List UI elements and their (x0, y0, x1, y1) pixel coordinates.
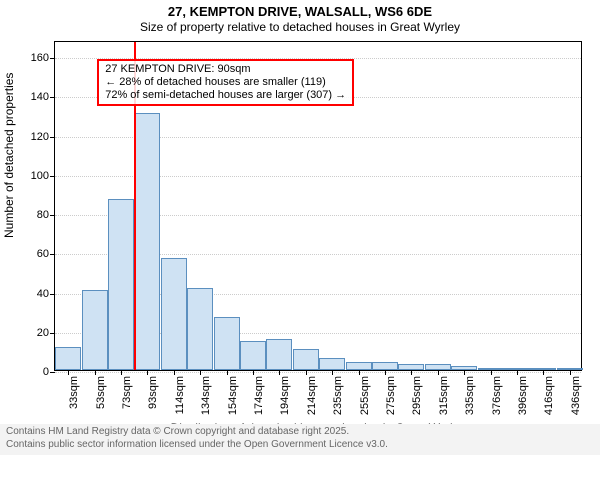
histogram-bar (293, 349, 319, 371)
page-subtitle: Size of property relative to detached ho… (0, 20, 600, 35)
y-axis-label: Number of detached properties (2, 73, 16, 238)
x-tick-mark (517, 370, 518, 375)
x-tick-label: 93sqm (147, 376, 159, 409)
page-title: 27, KEMPTON DRIVE, WALSALL, WS6 6DE (0, 4, 600, 20)
chart: Number of detached properties 0204060801… (0, 35, 600, 455)
y-tick-mark (50, 137, 55, 138)
x-tick-label: 396sqm (517, 376, 529, 415)
x-tick-mark (253, 370, 254, 375)
x-tick-label: 194sqm (279, 376, 291, 415)
y-tick-mark (50, 58, 55, 59)
histogram-bar (55, 347, 81, 371)
x-tick-mark (570, 370, 571, 375)
x-tick-label: 376sqm (491, 376, 503, 415)
x-tick-mark (332, 370, 333, 375)
histogram-bar (214, 317, 240, 370)
x-tick-label: 114sqm (174, 376, 186, 414)
histogram-bar (108, 199, 134, 370)
x-tick-label: 315sqm (438, 376, 450, 415)
x-tick-mark (95, 370, 96, 375)
annotation-box: 27 KEMPTON DRIVE: 90sqm← 28% of detached… (97, 59, 354, 107)
plot-area: 02040608010012014016033sqm53sqm73sqm93sq… (54, 41, 582, 371)
footer: Contains HM Land Registry data © Crown c… (0, 424, 600, 455)
x-tick-mark (464, 370, 465, 375)
x-tick-label: 174sqm (253, 376, 265, 415)
x-tick-mark (68, 370, 69, 375)
y-tick-mark (50, 254, 55, 255)
y-tick-mark (50, 333, 55, 334)
histogram-bar (266, 339, 292, 370)
x-tick-mark (306, 370, 307, 375)
footer-line: Contains public sector information licen… (6, 439, 594, 452)
x-tick-label: 436sqm (570, 376, 582, 415)
histogram-bar (161, 258, 187, 370)
x-tick-label: 235sqm (332, 376, 344, 415)
annotation-line: 27 KEMPTON DRIVE: 90sqm (105, 63, 346, 76)
x-tick-label: 255sqm (359, 376, 371, 415)
x-tick-mark (438, 370, 439, 375)
x-tick-label: 275sqm (385, 376, 397, 415)
histogram-bar (240, 341, 266, 370)
x-tick-mark (147, 370, 148, 375)
x-tick-label: 335sqm (464, 376, 476, 415)
histogram-bar (134, 113, 160, 370)
x-tick-mark (279, 370, 280, 375)
x-tick-label: 33sqm (68, 376, 80, 409)
x-tick-mark (121, 370, 122, 375)
histogram-bar (372, 362, 398, 370)
x-tick-mark (411, 370, 412, 375)
x-tick-label: 73sqm (121, 376, 133, 409)
x-tick-mark (385, 370, 386, 375)
annotation-line: ← 28% of detached houses are smaller (11… (105, 76, 346, 89)
x-tick-mark (543, 370, 544, 375)
x-tick-mark (200, 370, 201, 375)
y-tick-mark (50, 372, 55, 373)
histogram-bar (319, 358, 345, 370)
x-tick-mark (227, 370, 228, 375)
histogram-bar (82, 290, 108, 371)
x-tick-mark (359, 370, 360, 375)
gridline (55, 372, 581, 373)
x-tick-mark (491, 370, 492, 375)
y-tick-mark (50, 97, 55, 98)
x-tick-label: 295sqm (411, 376, 423, 415)
x-tick-mark (174, 370, 175, 375)
x-tick-label: 154sqm (227, 376, 239, 415)
y-tick-mark (50, 294, 55, 295)
y-tick-mark (50, 215, 55, 216)
histogram-bar (346, 362, 372, 370)
x-tick-label: 214sqm (306, 376, 318, 415)
x-tick-label: 134sqm (200, 376, 212, 415)
x-tick-label: 53sqm (95, 376, 107, 409)
y-tick-mark (50, 176, 55, 177)
annotation-line: 72% of semi-detached houses are larger (… (105, 89, 346, 102)
x-tick-label: 416sqm (543, 376, 555, 415)
footer-line: Contains HM Land Registry data © Crown c… (6, 426, 594, 439)
histogram-bar (187, 288, 213, 371)
